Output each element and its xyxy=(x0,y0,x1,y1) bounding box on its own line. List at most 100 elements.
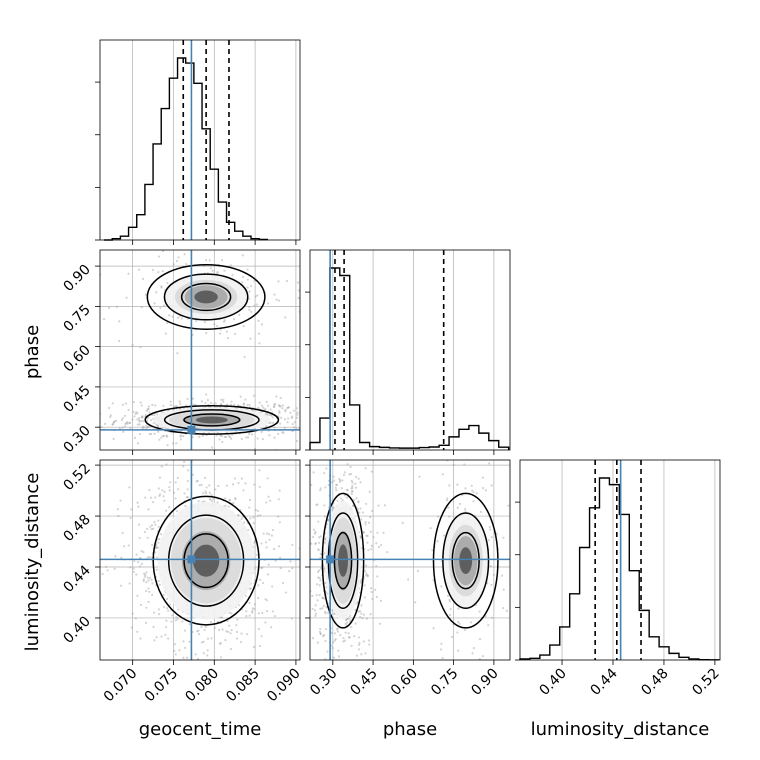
xlabel-luminosity-distance: luminosity_distance xyxy=(531,719,710,740)
scatter-point xyxy=(111,422,115,426)
scatter-point xyxy=(151,527,155,530)
scatter-point xyxy=(351,481,354,484)
scatter-point xyxy=(313,609,317,612)
scatter-point xyxy=(273,293,276,296)
scatter-point xyxy=(464,487,467,490)
scatter-point xyxy=(370,509,374,512)
scatter-point xyxy=(284,316,287,319)
scatter-point xyxy=(211,446,214,449)
scatter-point xyxy=(357,610,360,613)
scatter-point xyxy=(278,405,281,408)
scatter-point xyxy=(132,401,135,404)
scatter-point xyxy=(295,407,298,410)
scatter-point xyxy=(176,476,179,480)
panel-frame xyxy=(99,249,301,451)
scatter-point xyxy=(440,585,443,588)
scatter-point xyxy=(471,489,474,492)
scatter-point xyxy=(351,490,354,493)
scatter-point xyxy=(145,581,148,584)
scatter-point xyxy=(169,481,172,484)
scatter-point xyxy=(140,416,143,419)
scatter-point xyxy=(278,489,281,492)
scatter-point xyxy=(369,515,372,519)
scatter-point xyxy=(365,502,368,506)
scatter-point xyxy=(253,483,256,486)
scatter-point xyxy=(277,404,281,407)
scatter-point xyxy=(264,621,267,624)
scatter-point xyxy=(456,631,459,634)
scatter-point xyxy=(319,607,322,610)
scatter-point xyxy=(257,612,260,615)
scatter-point xyxy=(297,289,300,292)
scatter-point xyxy=(127,272,130,275)
scatter-point xyxy=(158,476,162,479)
scatter-point xyxy=(330,481,334,484)
panel-frame xyxy=(99,39,301,241)
scatter-point xyxy=(502,536,505,539)
scatter-point xyxy=(418,475,421,478)
scatter-point xyxy=(270,626,273,629)
scatter-point xyxy=(370,544,374,547)
scatter-point xyxy=(155,546,158,550)
scatter-point xyxy=(126,422,129,425)
scatter-point xyxy=(208,484,211,487)
scatter-point xyxy=(350,626,353,629)
histogram-step xyxy=(519,477,720,661)
scatter-point xyxy=(206,649,209,652)
scatter-point xyxy=(317,548,320,551)
scatter-point xyxy=(297,281,300,284)
scatter-point xyxy=(113,420,116,423)
scatter-point xyxy=(229,436,232,439)
scatter-point xyxy=(109,414,112,417)
scatter-point xyxy=(237,514,240,517)
scatter-point xyxy=(284,591,288,594)
scatter-point xyxy=(205,393,208,396)
scatter-point xyxy=(249,337,252,340)
scatter-point xyxy=(488,462,491,465)
scatter-point xyxy=(314,542,317,545)
scatter-point xyxy=(249,284,253,288)
scatter-point xyxy=(448,515,451,518)
scatter-point xyxy=(229,403,233,406)
scatter-point xyxy=(348,636,351,639)
scatter-point xyxy=(213,322,216,326)
scatter-point xyxy=(324,658,327,660)
scatter-point xyxy=(257,597,260,600)
scatter-point xyxy=(278,545,281,548)
scatter-point xyxy=(266,573,270,576)
scatter-point xyxy=(350,490,354,493)
scatter-point xyxy=(150,524,154,527)
scatter-point xyxy=(146,556,150,559)
scatter-point xyxy=(157,519,160,522)
scatter-point xyxy=(324,627,328,631)
scatter-point xyxy=(193,403,196,406)
scatter-point xyxy=(170,620,173,623)
scatter-point xyxy=(241,275,245,279)
scatter-point xyxy=(222,320,226,323)
scatter-point xyxy=(331,506,335,509)
scatter-point xyxy=(248,306,251,309)
scatter-point xyxy=(158,438,161,441)
scatter-point xyxy=(146,426,149,429)
scatter-point xyxy=(204,401,207,405)
scatter-point xyxy=(347,617,350,620)
scatter-point xyxy=(230,400,233,403)
scatter-point xyxy=(180,317,183,320)
scatter-point xyxy=(367,521,371,524)
scatter-point xyxy=(279,396,282,400)
scatter-point xyxy=(123,425,127,428)
scatter-point xyxy=(364,652,367,655)
scatter-point xyxy=(368,490,371,493)
scatter-point xyxy=(239,395,242,398)
scatter-point xyxy=(140,549,143,553)
scatter-point xyxy=(242,402,246,405)
scatter-point xyxy=(278,521,281,524)
scatter-point xyxy=(223,435,226,439)
panel-frame xyxy=(309,459,511,661)
scatter-point xyxy=(346,488,349,491)
scatter-point xyxy=(311,607,314,611)
scatter-point xyxy=(228,499,232,502)
scatter-point xyxy=(139,401,142,404)
scatter-point xyxy=(265,532,269,535)
scatter-point xyxy=(234,498,237,501)
